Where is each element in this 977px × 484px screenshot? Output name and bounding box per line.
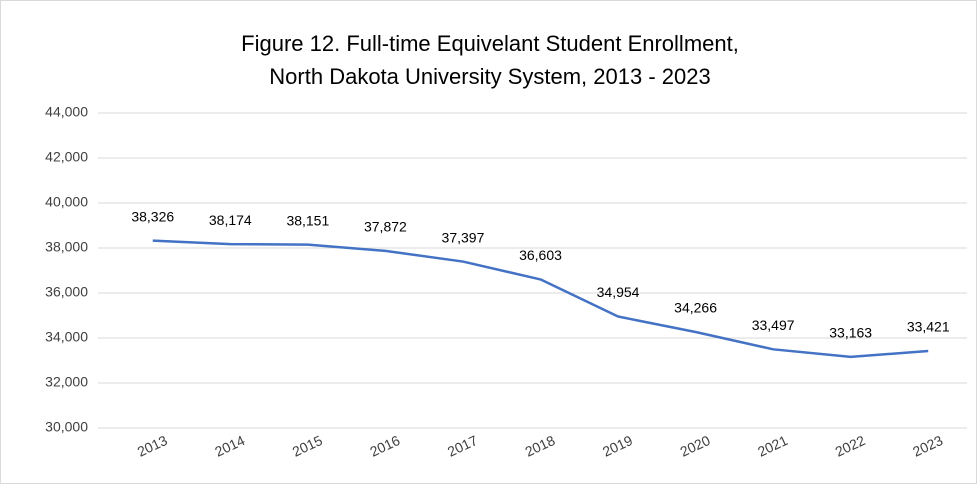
data-label: 33,497 — [752, 317, 795, 333]
y-tick-label: 44,000 — [45, 104, 88, 120]
chart-title: Figure 12. Full-time Equivelant Student … — [241, 31, 739, 56]
y-tick-label: 38,000 — [45, 239, 88, 255]
y-tick-label: 34,000 — [45, 329, 88, 345]
chart-title: North Dakota University System, 2013 - 2… — [269, 64, 710, 89]
data-label: 33,421 — [907, 319, 950, 335]
data-label: 34,266 — [674, 300, 717, 316]
data-label: 36,603 — [519, 247, 562, 263]
data-label: 37,397 — [442, 229, 485, 245]
data-label: 38,326 — [131, 208, 174, 224]
data-label: 37,872 — [364, 219, 407, 235]
data-label: 34,954 — [597, 284, 640, 300]
y-tick-label: 30,000 — [45, 419, 88, 435]
data-label: 38,174 — [209, 212, 252, 228]
data-label: 38,151 — [286, 212, 329, 228]
data-label: 33,163 — [829, 325, 872, 341]
y-tick-label: 32,000 — [45, 374, 88, 390]
line — [152, 239, 929, 359]
y-tick-label: 36,000 — [45, 284, 88, 300]
y-tick-label: 40,000 — [45, 194, 88, 210]
y-tick-label: 42,000 — [45, 149, 88, 165]
